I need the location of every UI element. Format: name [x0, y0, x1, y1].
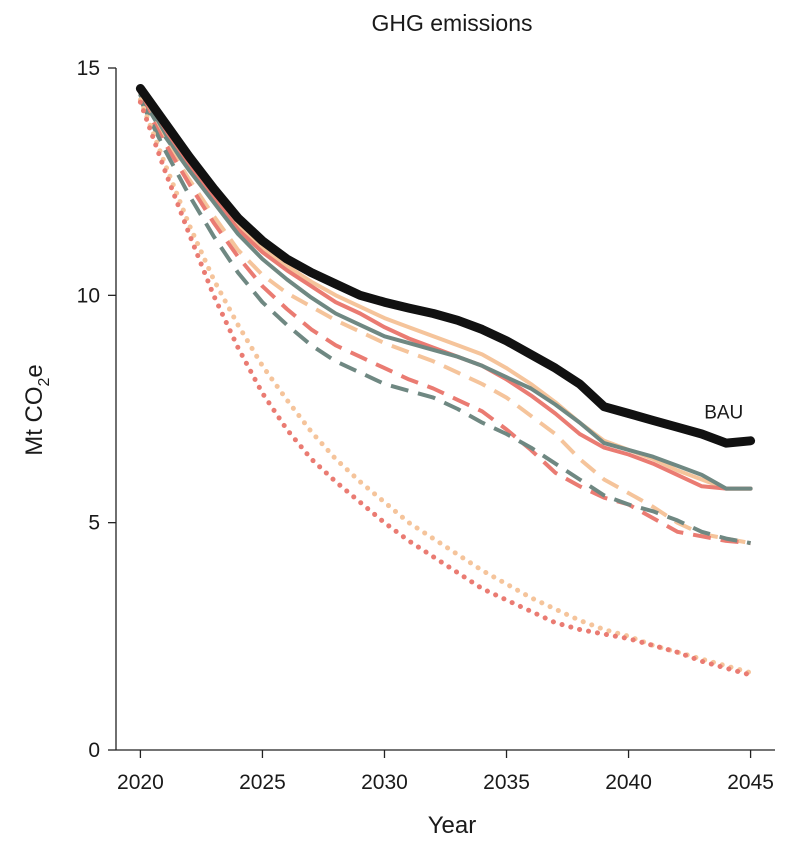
- chart-title: GHG emissions: [371, 10, 532, 36]
- bau-label: BAU: [704, 402, 743, 423]
- annotation-layer: BAU: [704, 402, 743, 423]
- series-line-0: [135, 84, 756, 448]
- series-line-7: [137, 97, 754, 676]
- x-tick-label: 2035: [483, 771, 530, 794]
- y-tick-label: 0: [88, 739, 100, 762]
- series-line-5: [138, 96, 751, 546]
- x-tick-label: 2040: [605, 771, 652, 794]
- y-tick-label: 15: [77, 57, 100, 80]
- series-line-6: [138, 98, 751, 546]
- series-line-8: [137, 99, 754, 678]
- y-axis-label: Mt CO2e: [21, 364, 53, 456]
- y-axis-label-tail: e: [21, 364, 48, 377]
- axes: 0 5 10 15 2020 2025 2030 2035 2040 2045: [77, 57, 775, 794]
- x-tick-label: 2020: [117, 771, 164, 794]
- x-tick-label: 2030: [361, 771, 408, 794]
- y-axis-label-sub: 2: [36, 377, 53, 386]
- x-axis-label: Year: [428, 812, 477, 839]
- series-line-2: [138, 91, 753, 491]
- series-line-4: [138, 96, 751, 546]
- x-tick-label: 2025: [239, 771, 286, 794]
- series-line-1: [138, 91, 753, 491]
- y-tick-label: 10: [77, 284, 100, 307]
- y-tick-label: 5: [88, 512, 100, 535]
- series-line-3: [138, 93, 753, 491]
- y-axis-label-main: Mt CO: [21, 386, 48, 455]
- series-layer: [135, 84, 756, 678]
- x-tick-label: 2045: [727, 771, 774, 794]
